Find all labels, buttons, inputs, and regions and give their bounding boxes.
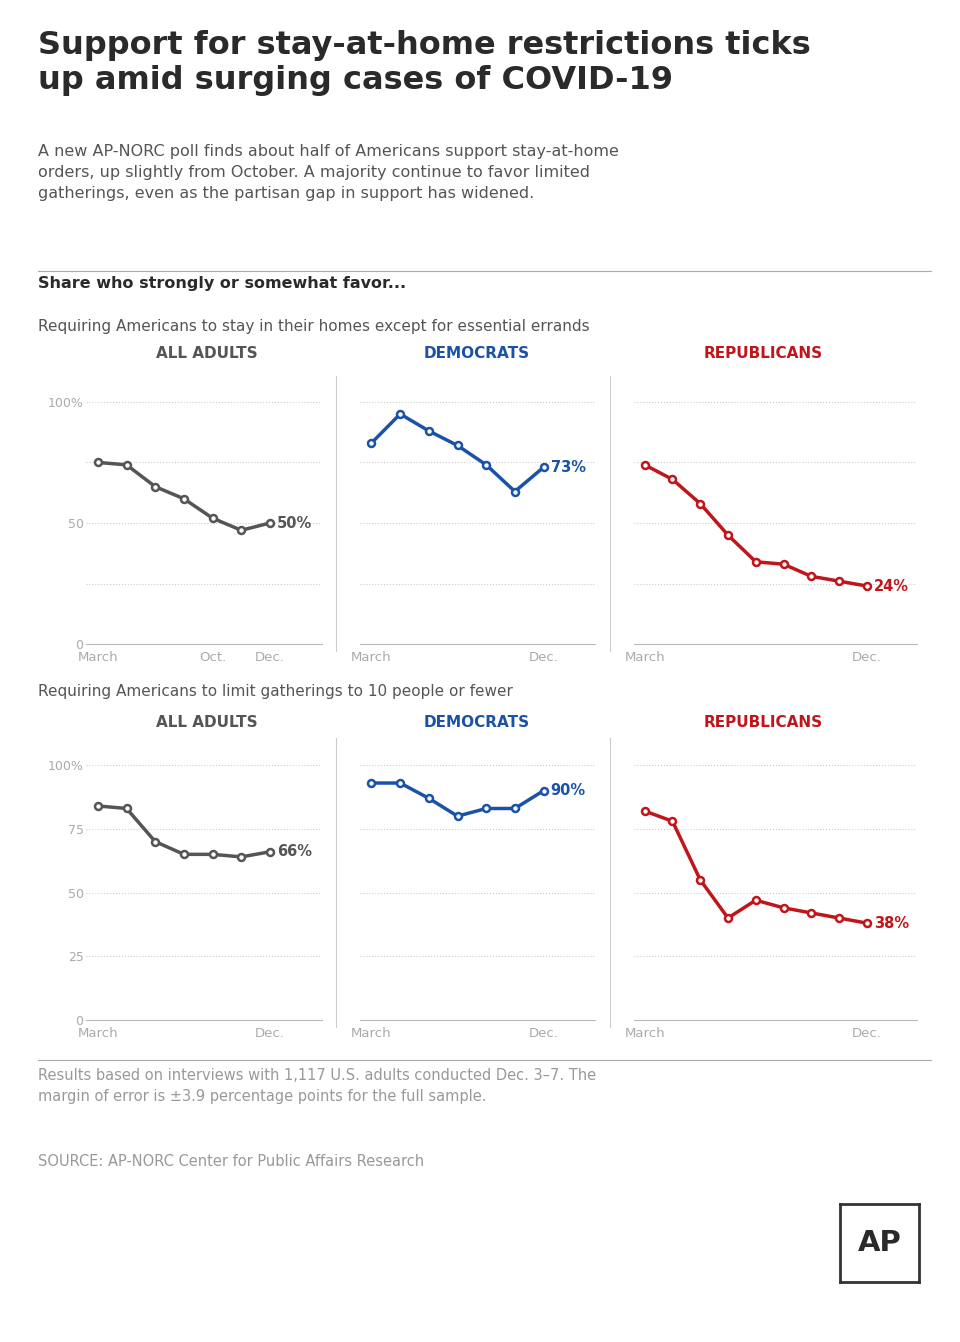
Text: 66%: 66%: [277, 844, 312, 859]
Text: AP: AP: [857, 1229, 901, 1256]
Text: DEMOCRATS: DEMOCRATS: [424, 715, 530, 730]
Text: ALL ADULTS: ALL ADULTS: [156, 715, 257, 730]
Text: 24%: 24%: [874, 578, 909, 593]
Text: ALL ADULTS: ALL ADULTS: [156, 346, 257, 361]
Text: 90%: 90%: [551, 784, 586, 798]
Text: Support for stay-at-home restrictions ticks
up amid surging cases of COVID-19: Support for stay-at-home restrictions ti…: [38, 30, 811, 97]
Text: SOURCE: AP-NORC Center for Public Affairs Research: SOURCE: AP-NORC Center for Public Affair…: [38, 1154, 424, 1169]
Text: 73%: 73%: [551, 460, 586, 475]
Text: DEMOCRATS: DEMOCRATS: [424, 346, 530, 361]
Text: Share who strongly or somewhat favor...: Share who strongly or somewhat favor...: [38, 276, 406, 291]
Text: Requiring Americans to limit gatherings to 10 people or fewer: Requiring Americans to limit gatherings …: [38, 684, 514, 699]
Text: REPUBLICANS: REPUBLICANS: [704, 346, 823, 361]
Text: Results based on interviews with 1,117 U.S. adults conducted Dec. 3–7. The
margi: Results based on interviews with 1,117 U…: [38, 1068, 596, 1104]
Text: 38%: 38%: [874, 915, 909, 930]
Text: REPUBLICANS: REPUBLICANS: [704, 715, 823, 730]
Text: 50%: 50%: [277, 515, 312, 530]
Text: A new AP-NORC poll finds about half of Americans support stay-at-home
orders, up: A new AP-NORC poll finds about half of A…: [38, 144, 619, 200]
Text: Requiring Americans to stay in their homes except for essential errands: Requiring Americans to stay in their hom…: [38, 319, 590, 334]
